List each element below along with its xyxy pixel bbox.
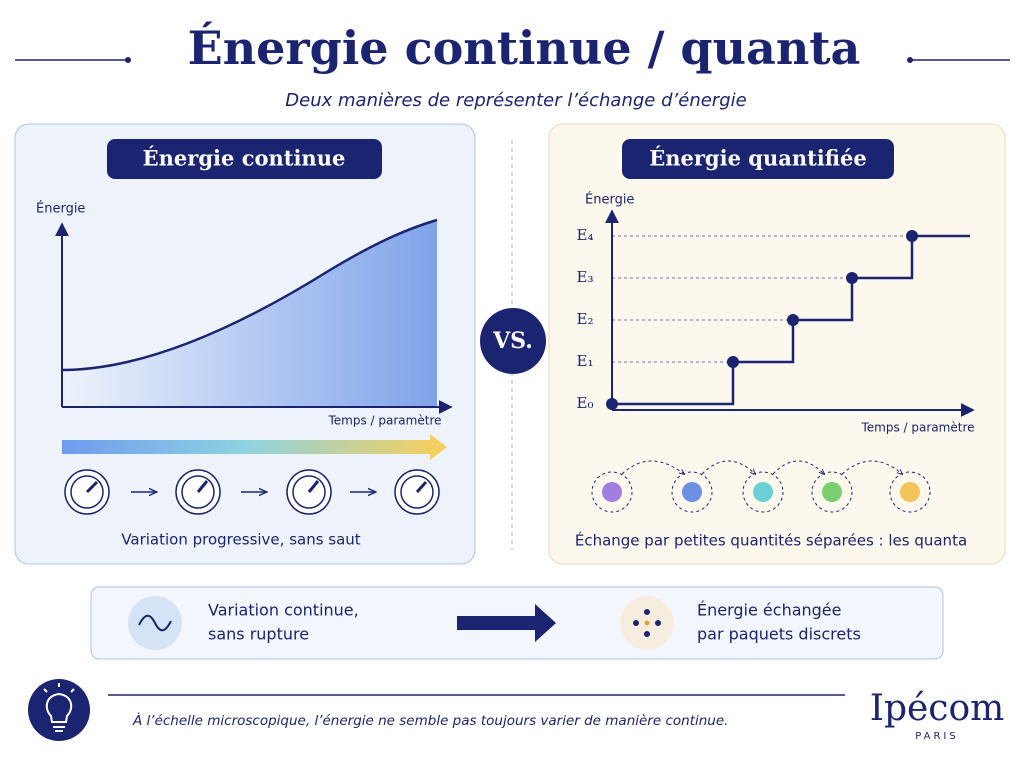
decoration [606, 398, 618, 410]
decoration [633, 620, 639, 626]
summary-text: sans rupture [208, 625, 309, 644]
subtitle: Deux manières de représenter l’échange d… [285, 90, 746, 111]
decoration [772, 460, 824, 474]
levels: E₀ E₁ E₂ E₃ E₄ [577, 226, 912, 412]
level-label: E₂ [577, 310, 594, 328]
bulb-icon [28, 679, 90, 741]
decoration [701, 460, 755, 474]
dots [633, 609, 661, 637]
summary-arrow [457, 604, 556, 642]
decoration [655, 620, 661, 626]
curve-area [62, 220, 437, 407]
wave [138, 614, 172, 632]
level-label: E₃ [577, 268, 594, 286]
decoration [196, 480, 209, 493]
decoration [591, 471, 633, 513]
decoration [415, 480, 428, 494]
decoration [181, 475, 215, 509]
decoration [644, 620, 650, 626]
decoration [644, 609, 650, 615]
panel-title-pill [622, 139, 894, 179]
decoration [621, 460, 684, 474]
axis-label: Énergie [585, 192, 634, 208]
decoration [822, 482, 842, 502]
level-label: E₁ [577, 352, 594, 370]
decoration [841, 460, 902, 474]
decoration [591, 460, 931, 513]
decoration [671, 471, 713, 513]
panel-title: Énergie quantifiée [649, 146, 867, 171]
decoration [85, 480, 99, 494]
gauges [64, 469, 440, 515]
bulb [43, 683, 75, 732]
decoration [900, 482, 920, 502]
level-label: E₀ [577, 394, 594, 412]
level-label: E₄ [577, 226, 594, 244]
panel-title: Énergie continue [143, 146, 346, 171]
rule-dot [125, 57, 131, 63]
step-line [612, 234, 970, 406]
summary-text: par paquets discrets [697, 625, 861, 644]
rule-dot [907, 57, 913, 63]
decoration [602, 482, 622, 502]
brand: Ipécom [870, 688, 1005, 729]
decoration [906, 230, 918, 242]
decoration [70, 475, 104, 509]
panel [548, 123, 1006, 565]
quanta [591, 460, 931, 513]
step-points [606, 230, 918, 410]
caption: Échange par petites quantités séparées :… [575, 531, 967, 550]
decoration [682, 482, 702, 502]
decoration [787, 314, 799, 326]
decoration [307, 480, 320, 493]
summary-text: Variation continue, [208, 601, 359, 620]
decoration [292, 475, 326, 509]
decoration [811, 471, 853, 513]
decoration [644, 631, 650, 637]
curve [61, 218, 438, 372]
caption: Variation progressive, sans saut [121, 531, 360, 549]
decoration [43, 688, 48, 693]
decoration [70, 688, 75, 693]
gradient-bar [62, 440, 432, 454]
vs-badge [480, 308, 546, 374]
panel-title-pill [107, 139, 382, 179]
vs-text: VS. [492, 328, 533, 354]
summary-text: Énergie échangée [697, 601, 842, 620]
decoration [45, 692, 73, 723]
title: Énergie continue / quanta [188, 20, 861, 75]
decoration [727, 356, 739, 368]
decoration [400, 475, 434, 509]
axis-label: Temps / paramètre [328, 414, 442, 428]
brand-sub: PARIS [915, 731, 958, 742]
decoration [889, 471, 931, 513]
gradient-arrowhead [430, 434, 447, 460]
axis-label: Temps / paramètre [861, 421, 975, 435]
footer-note: À l’échelle microscopique, l’énergie ne … [132, 712, 728, 729]
decoration [753, 482, 773, 502]
axis-label: Énergie [36, 201, 85, 217]
decoration [742, 471, 784, 513]
decoration [846, 272, 858, 284]
